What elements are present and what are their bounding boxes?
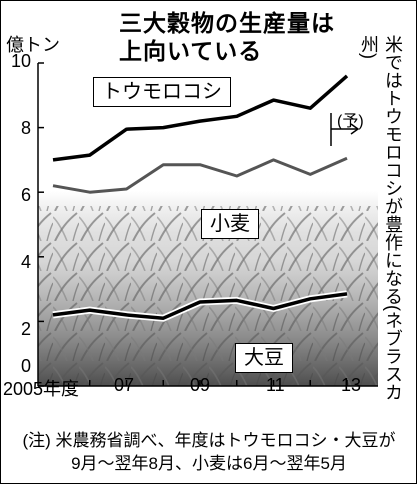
y-tick-label-4: 4 (20, 252, 31, 272)
forecast-arrow-head (350, 123, 360, 135)
y-tick-label-10: 10 (10, 51, 31, 71)
series-line-corn (52, 74, 349, 162)
y-tick-label-8: 8 (20, 118, 31, 138)
y-tick-label-0: 0 (20, 356, 31, 376)
x-tick-label-07: 07 (114, 375, 135, 395)
series-line-soybean (52, 292, 348, 320)
forecast-marker (330, 113, 360, 146)
series-label-wheat: 小麦 (201, 209, 259, 239)
series-label-soybean: 大豆 (235, 343, 293, 373)
chart-title-line1: 三大穀物の生産量は (119, 10, 335, 36)
x-tick-label-11: 11 (266, 375, 285, 395)
series-line-wheat (52, 156, 348, 194)
chart-title-line2: 上向いている (119, 38, 263, 64)
y-tick-label-2: 2 (20, 319, 31, 339)
chart-svg (37, 62, 378, 387)
x-tick-label-13: 13 (341, 375, 362, 395)
side-note-caption: 米ではトウモロコシが豊作になる(ネブラスカ州) (359, 35, 403, 401)
y-axis-unit: 億トン (6, 35, 60, 55)
footnote-line2: 9月～翌年8月、小麦は6月～翌年5月 (71, 454, 347, 473)
series-label-corn: トウモロコシ (93, 77, 231, 107)
footnote-line1: (注) 米農務省調べ、年度はトウモロコシ・大豆が (22, 431, 396, 450)
x-tick-label-2005: 2005年度 (3, 379, 80, 399)
x-tick-label-09: 09 (190, 375, 211, 395)
forecast-label: (予) (337, 113, 364, 130)
y-tick-label-6: 6 (20, 185, 31, 205)
footnote: (注) 米農務省調べ、年度はトウモロコシ・大豆が 9月～翌年8月、小麦は6月～翌… (5, 429, 413, 475)
